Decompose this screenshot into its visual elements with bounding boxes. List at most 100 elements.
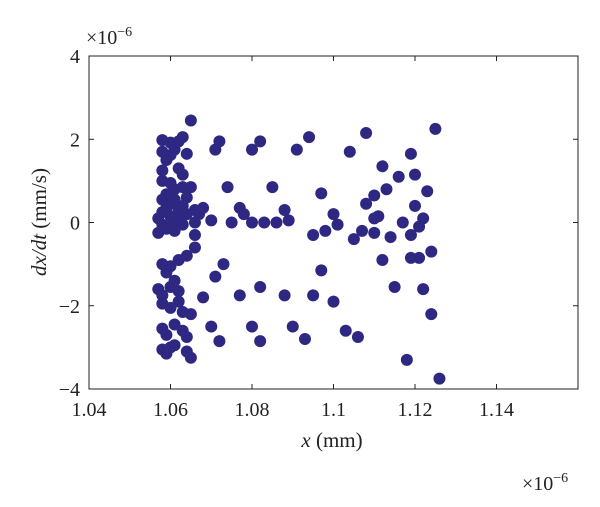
data-point <box>246 320 258 333</box>
x-tick-label: 1.12 <box>398 399 433 421</box>
data-point <box>168 318 181 331</box>
data-point <box>315 187 328 200</box>
data-point <box>160 328 173 341</box>
data-point <box>172 295 185 308</box>
data-point <box>246 143 258 156</box>
data-point <box>396 216 409 229</box>
data-point <box>188 241 201 254</box>
data-point <box>327 208 340 221</box>
data-point <box>225 216 238 229</box>
x-axis-label: x (mm) <box>300 428 362 452</box>
data-point <box>184 181 197 194</box>
data-point <box>184 308 197 321</box>
data-point <box>246 216 258 229</box>
data-point <box>319 224 332 237</box>
data-point <box>339 324 352 337</box>
data-point <box>205 320 218 333</box>
data-point <box>404 228 417 241</box>
data-point <box>282 214 295 227</box>
data-point <box>164 301 177 314</box>
data-point <box>417 283 430 296</box>
data-point <box>184 114 197 127</box>
data-point <box>156 289 169 302</box>
y-tick-label: 0 <box>70 213 80 235</box>
data-point <box>360 197 373 210</box>
data-point <box>213 335 226 348</box>
data-point <box>188 228 201 241</box>
data-point <box>286 320 299 333</box>
x-tick-label: 1.14 <box>479 399 514 421</box>
y-tick-label: 2 <box>70 129 80 151</box>
data-point <box>180 330 193 343</box>
data-point <box>376 253 389 266</box>
data-point <box>168 143 181 156</box>
data-point <box>205 214 218 227</box>
data-point <box>360 127 373 140</box>
data-point <box>417 212 430 225</box>
data-point <box>152 226 165 239</box>
data-point <box>433 372 446 385</box>
data-point <box>156 164 169 177</box>
data-point <box>168 224 181 237</box>
data-point <box>176 168 189 181</box>
data-point <box>380 183 393 196</box>
data-point <box>315 264 328 277</box>
data-point <box>327 295 340 308</box>
data-point <box>266 181 279 194</box>
data-point <box>180 147 193 160</box>
data-point <box>168 193 181 206</box>
x-exponent-label: ×10−6 <box>522 471 568 495</box>
data-point <box>356 224 369 237</box>
y-axis-label: dx/dt (mm/s) <box>27 168 51 276</box>
data-point <box>384 231 397 244</box>
data-point <box>376 160 389 173</box>
data-point <box>351 330 364 343</box>
x-tick-label: 1.04 <box>72 399 107 421</box>
data-point <box>429 122 442 135</box>
data-point <box>409 168 421 181</box>
data-point <box>221 181 234 194</box>
data-point <box>303 131 316 144</box>
data-point <box>278 204 291 217</box>
y-tick-label: −4 <box>59 379 80 401</box>
data-point <box>258 216 271 229</box>
x-tick-label: 1.08 <box>235 399 270 421</box>
data-point <box>160 266 173 279</box>
data-point <box>368 226 381 239</box>
data-point <box>392 170 405 183</box>
data-point <box>209 270 222 283</box>
data-point <box>413 251 426 264</box>
data-point <box>254 335 267 348</box>
y-tick-label: −2 <box>59 296 80 318</box>
data-point <box>404 147 417 160</box>
data-point <box>425 245 438 258</box>
data-point <box>307 228 320 241</box>
data-point <box>168 339 181 352</box>
data-point <box>270 216 283 229</box>
data-point <box>368 212 381 225</box>
data-point <box>278 289 291 302</box>
data-point <box>197 291 210 304</box>
data-point <box>347 233 360 246</box>
data-point <box>233 289 246 302</box>
data-point <box>197 201 210 214</box>
data-point <box>331 218 344 231</box>
data-point <box>254 281 267 294</box>
data-point <box>168 274 181 287</box>
x-tick-label: 1.06 <box>153 399 188 421</box>
y-tick-label: 4 <box>70 46 80 68</box>
data-point <box>254 135 267 148</box>
data-point <box>368 189 381 202</box>
data-point <box>184 351 197 364</box>
data-point <box>290 143 303 156</box>
data-point <box>176 131 189 144</box>
data-point <box>180 249 193 262</box>
data-point <box>180 191 193 204</box>
y-exponent-label: ×10−6 <box>86 25 132 49</box>
data-point <box>421 185 434 198</box>
x-tick-label: 1.1 <box>321 399 346 421</box>
data-point <box>307 289 320 302</box>
data-point <box>425 308 438 321</box>
data-point <box>160 154 173 167</box>
